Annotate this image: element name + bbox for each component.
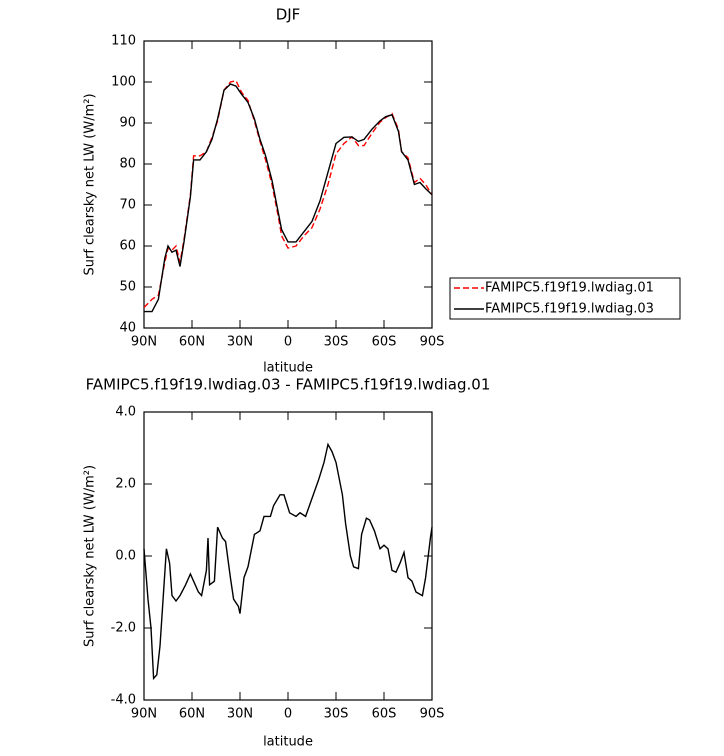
y-axis-label: Surf clearsky net LW (W/m²)	[83, 93, 98, 275]
legend-label: FAMIPC5.f19f19.lwdiag.03	[485, 302, 654, 317]
y-tick-label: 2.0	[115, 477, 136, 492]
y-tick-label: -2.0	[111, 621, 136, 636]
series-line	[144, 83, 433, 313]
x-tick-label: 60S	[372, 707, 397, 722]
chart-title: FAMIPC5.f19f19.lwdiag.03 - FAMIPC5.f19f1…	[86, 376, 491, 394]
x-axis-label: latitude	[263, 361, 313, 376]
y-tick-label: 0.0	[115, 549, 136, 564]
series-line	[143, 80, 433, 308]
x-tick-label: 90S	[420, 335, 445, 350]
y-tick-label: 40	[119, 321, 136, 336]
x-tick-label: 90S	[420, 707, 445, 722]
x-tick-label: 60S	[372, 335, 397, 350]
y-tick-label: 80	[119, 157, 136, 172]
y-tick-label: 70	[119, 198, 136, 213]
x-tick-label: 30N	[227, 707, 253, 722]
x-tick-label: 30S	[324, 707, 349, 722]
y-tick-label: 4.0	[115, 405, 136, 420]
y-tick-label: 50	[119, 280, 136, 295]
x-tick-label: 90N	[131, 707, 157, 722]
x-axis-label: latitude	[263, 735, 313, 750]
x-tick-label: 0	[284, 335, 292, 350]
plot-frame	[143, 40, 433, 329]
x-tick-label: 0	[284, 707, 292, 722]
x-tick-label: 30S	[324, 335, 349, 350]
y-tick-label: 60	[119, 239, 136, 254]
y-tick-label: 100	[111, 75, 136, 90]
series-line	[143, 442, 433, 681]
y-tick-label: -4.0	[111, 693, 136, 708]
y-tick-label: 110	[111, 34, 136, 49]
x-tick-label: 60N	[179, 707, 205, 722]
x-tick-label: 60N	[179, 335, 205, 350]
x-tick-label: 30N	[227, 335, 253, 350]
y-axis-label: Surf clearsky net LW (W/m²)	[83, 465, 98, 647]
legend-label: FAMIPC5.f19f19.lwdiag.01	[485, 281, 654, 296]
chart-title: DJF	[276, 6, 301, 24]
legend-box	[449, 277, 681, 320]
x-tick-label: 90N	[131, 335, 157, 350]
y-tick-label: 90	[119, 116, 136, 131]
